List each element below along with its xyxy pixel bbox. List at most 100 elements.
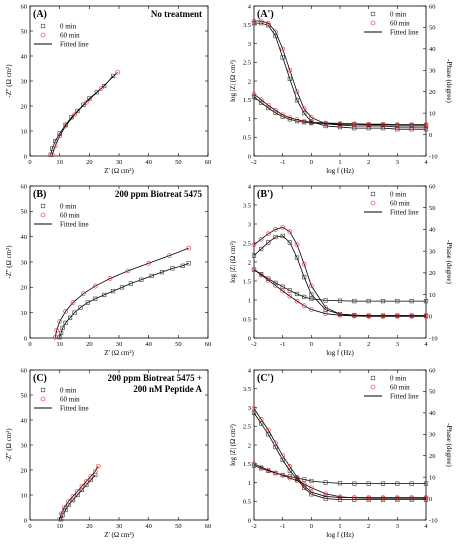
y-tick-label: 1.5 xyxy=(243,97,251,104)
fitted-line xyxy=(59,262,189,338)
data-point xyxy=(57,516,62,522)
x-tick-label: -2 xyxy=(251,159,256,166)
y-tick-label: 1.5 xyxy=(243,461,251,468)
data-point xyxy=(280,233,285,239)
data-point xyxy=(139,277,144,282)
y-tick-label: 50 xyxy=(21,209,28,216)
data-point xyxy=(423,481,429,486)
legend-label-fitted: Fitted line xyxy=(60,221,89,229)
data-point xyxy=(309,485,314,491)
x-tick-label: 4 xyxy=(424,341,428,348)
data-point xyxy=(395,122,400,127)
x-tick-label: 4 xyxy=(424,523,428,530)
data-point xyxy=(280,453,285,459)
data-point xyxy=(280,473,285,478)
x-tick-label: -2 xyxy=(251,523,256,530)
legend-marker-0min xyxy=(40,23,46,29)
y2-tick-label: 60 xyxy=(429,3,436,10)
y-tick-label: 4 xyxy=(248,3,252,10)
panel-note: No treatment xyxy=(151,9,202,19)
legend-label-60min: 60 min xyxy=(60,32,80,40)
panel-note: 200 ppm Biotreat 5475 + xyxy=(108,373,202,383)
x-tick-label: 10 xyxy=(56,523,63,530)
data-point xyxy=(186,245,192,251)
y2-tick-label: 50 xyxy=(429,25,436,32)
data-point xyxy=(423,313,429,318)
x-tick-label: 0 xyxy=(310,341,313,348)
y2-tick-label: 20 xyxy=(429,89,436,96)
data-point xyxy=(85,300,90,305)
data-point xyxy=(380,495,386,500)
data-point xyxy=(309,292,314,297)
data-point xyxy=(159,270,165,275)
data-point xyxy=(366,481,371,486)
data-point xyxy=(273,470,278,476)
data-point xyxy=(52,334,58,340)
y2-tick-label: 40 xyxy=(429,410,436,417)
y-tick-label: 0 xyxy=(24,517,27,524)
data-point xyxy=(323,494,328,499)
legend-marker-60min xyxy=(40,396,46,402)
data-point xyxy=(337,481,343,486)
data-point xyxy=(57,335,62,340)
fitted-line xyxy=(54,247,189,338)
x-tick-label: 0 xyxy=(28,341,31,348)
y2-tick-label: 60 xyxy=(429,367,436,374)
data-point xyxy=(59,330,64,336)
data-point xyxy=(146,260,151,266)
legend-label-60min: 60 min xyxy=(390,20,410,28)
x-tick-label: 10 xyxy=(56,341,63,348)
series-group xyxy=(48,69,120,158)
data-point xyxy=(87,96,92,101)
data-point xyxy=(67,315,73,320)
data-point xyxy=(337,298,343,303)
data-point xyxy=(395,313,400,318)
data-point xyxy=(302,275,307,280)
x-tick-label: -1 xyxy=(280,341,285,348)
y2-tick-label: -10 xyxy=(429,153,438,160)
x-tick-label: -1 xyxy=(280,159,285,166)
data-point xyxy=(84,99,89,105)
data-point xyxy=(294,255,300,260)
data-point xyxy=(287,468,292,473)
y2-tick-label: 0 xyxy=(429,496,432,503)
data-point xyxy=(280,284,285,289)
data-point xyxy=(301,106,307,112)
x-axis-label: Z' (Ω cm²) xyxy=(104,349,134,357)
y-tick-label: 60 xyxy=(21,3,28,10)
y-tick-label: 50 xyxy=(21,28,28,35)
data-point xyxy=(309,296,314,301)
y2-tick-label: 30 xyxy=(429,68,436,75)
legend-label-fitted: Fitted line xyxy=(60,41,89,49)
data-point xyxy=(309,283,314,289)
fitted-line xyxy=(253,226,426,317)
data-point xyxy=(287,475,293,481)
data-point xyxy=(280,288,285,294)
panel-A: 0 10 20 30 40 50 60 0 10 20 30 40 50 60 Z' (Ω cm²) -Z''… xyxy=(5,3,211,175)
panel-note: 200 nM Peptide A xyxy=(133,384,202,394)
x-tick-label: 60 xyxy=(205,523,212,530)
data-point xyxy=(49,152,55,158)
y-tick-label: 20 xyxy=(21,103,28,110)
x-axis-label: log f (Hz) xyxy=(326,349,354,357)
data-point xyxy=(409,481,414,486)
y-tick-label: 30 xyxy=(21,78,28,85)
data-point xyxy=(302,294,307,300)
y-tick-label: 2.5 xyxy=(243,240,251,247)
x-tick-label: 20 xyxy=(86,159,93,166)
panel-label: (B') xyxy=(257,189,273,200)
data-point xyxy=(61,505,67,510)
data-point xyxy=(251,253,257,258)
data-point xyxy=(409,124,414,130)
data-point xyxy=(273,234,278,240)
data-point xyxy=(287,464,293,469)
y-tick-label: 3 xyxy=(248,41,251,48)
y2-tick-label: 60 xyxy=(429,183,436,190)
data-point xyxy=(287,76,292,81)
fitted-line xyxy=(253,465,426,485)
y2-tick-label: 20 xyxy=(429,453,436,460)
y-tick-label: 40 xyxy=(21,53,28,60)
y-tick-label: 3.5 xyxy=(243,202,251,209)
data-point xyxy=(180,263,185,268)
legend-label-0min: 0 min xyxy=(390,375,407,383)
